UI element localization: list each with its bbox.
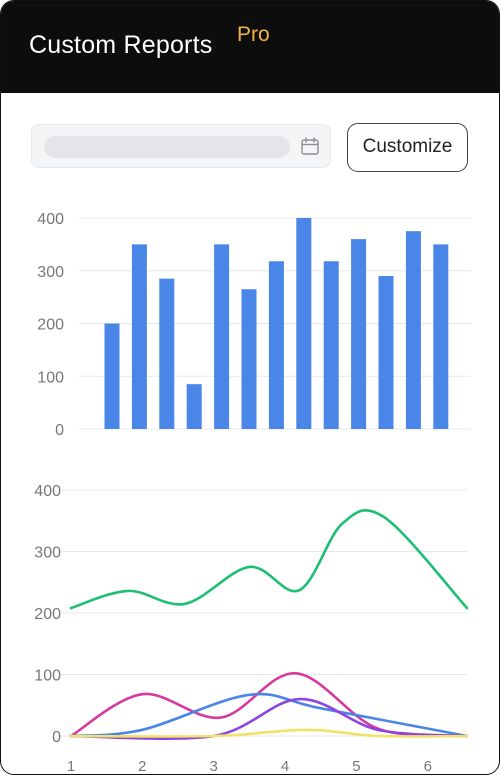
- x-tick-label: 4: [281, 758, 289, 774]
- bar: [131, 244, 147, 429]
- x-tick-label: 2: [138, 758, 146, 774]
- series-line: [69, 671, 469, 738]
- x-tick-label: 5: [352, 758, 360, 774]
- bar: [351, 239, 367, 429]
- app-header: Custom Reports Pro: [1, 1, 499, 93]
- series-line: [69, 697, 469, 741]
- pro-badge: Pro: [237, 23, 270, 46]
- x-tick-label: 6: [424, 758, 432, 774]
- line-chart: 0 100 200 300 400 1 2 3 4 5 6: [34, 483, 469, 774]
- y-tick-label: 400: [37, 211, 64, 228]
- bar: [104, 323, 120, 429]
- y-tick-label: 300: [37, 264, 64, 281]
- y-tick-label: 100: [34, 668, 61, 685]
- bar: [405, 231, 421, 429]
- y-tick-label: 0: [55, 422, 64, 439]
- series-line: [69, 692, 469, 738]
- series-line: [69, 508, 469, 610]
- y-tick-label: 100: [37, 369, 64, 386]
- bar: [323, 261, 339, 429]
- bar: [378, 276, 394, 429]
- calendar-icon[interactable]: [300, 136, 320, 156]
- date-range-input[interactable]: [31, 124, 331, 168]
- y-tick-label: 400: [34, 483, 61, 500]
- y-tick-label: 200: [34, 606, 61, 623]
- date-range-value[interactable]: [44, 136, 290, 158]
- bar-chart: 0 100 200 300 400: [37, 211, 471, 439]
- bar: [268, 261, 284, 429]
- x-tick-label: 1: [67, 758, 75, 774]
- y-tick-label: 200: [37, 317, 64, 334]
- customize-button[interactable]: Customize: [347, 123, 468, 172]
- series-line: [69, 728, 469, 738]
- y-tick-label: 300: [34, 545, 61, 562]
- bar: [433, 244, 449, 429]
- bar: [186, 384, 202, 429]
- bar: [296, 218, 312, 429]
- bar: [214, 244, 230, 429]
- x-tick-label: 3: [210, 758, 218, 774]
- y-tick-label: 0: [52, 729, 61, 746]
- bar: [159, 278, 175, 429]
- bar: [241, 289, 257, 429]
- page-title: Custom Reports: [29, 31, 213, 59]
